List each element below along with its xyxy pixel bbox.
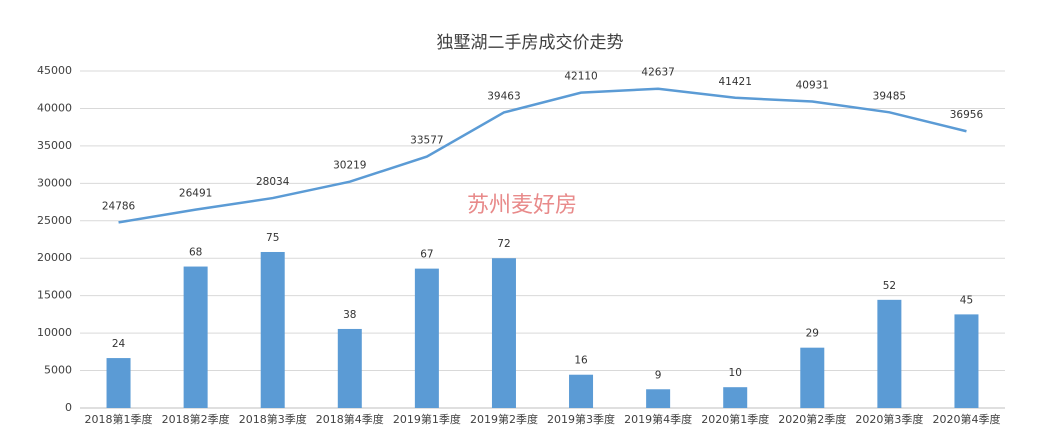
bar xyxy=(337,328,362,408)
bar xyxy=(106,358,131,408)
bar-value-label: 29 xyxy=(806,328,819,340)
x-tick-label: 2018第4季度 xyxy=(316,412,384,426)
x-tick-label: 2018第1季度 xyxy=(85,412,153,426)
y-tick-label: 20000 xyxy=(37,251,72,264)
x-tick-label: 2018第3季度 xyxy=(239,412,307,426)
bar xyxy=(800,347,825,408)
line-value-label: 36956 xyxy=(950,109,984,121)
bar-value-label: 9 xyxy=(655,369,662,381)
bar-value-label: 68 xyxy=(189,247,202,259)
line-value-label: 30219 xyxy=(333,160,366,172)
line-value-label: 39485 xyxy=(873,90,906,102)
bar-value-label: 16 xyxy=(574,355,588,367)
y-tick-label: 25000 xyxy=(37,214,72,227)
x-tick-label: 2020第1季度 xyxy=(701,412,769,426)
line-value-label: 33577 xyxy=(410,135,443,147)
bar xyxy=(569,374,594,408)
line-value-label: 28034 xyxy=(256,176,290,188)
line-value-label: 42637 xyxy=(641,67,674,79)
bar-value-label: 52 xyxy=(883,280,896,292)
y-tick-label: 10000 xyxy=(37,326,72,339)
bar xyxy=(877,299,902,408)
line-value-label: 41421 xyxy=(719,76,752,88)
chart-title: 独墅湖二手房成交价走势 xyxy=(437,33,624,53)
y-tick-label: 15000 xyxy=(37,289,72,302)
bar xyxy=(646,389,671,408)
x-tick-label: 2020第4季度 xyxy=(932,412,1000,426)
bar-value-label: 24 xyxy=(112,338,126,350)
x-tick-label: 2020第3季度 xyxy=(855,412,923,426)
line-value-label: 26491 xyxy=(179,188,212,200)
line-value-label: 24786 xyxy=(102,200,136,212)
x-tick-label: 2019第1季度 xyxy=(393,412,461,426)
y-tick-label: 30000 xyxy=(37,176,72,189)
line-value-label: 40931 xyxy=(796,79,829,91)
y-tick-label: 40000 xyxy=(37,101,72,114)
x-tick-label: 2019第4季度 xyxy=(624,412,692,426)
x-tick-label: 2019第3季度 xyxy=(547,412,615,426)
y-tick-label: 0 xyxy=(65,401,72,414)
bar-value-label: 67 xyxy=(420,249,433,261)
x-tick-label: 2020第2季度 xyxy=(778,412,846,426)
bar-value-label: 10 xyxy=(729,367,742,379)
bar xyxy=(414,268,439,408)
y-tick-label: 35000 xyxy=(37,139,72,152)
bar xyxy=(723,387,748,408)
bar xyxy=(491,258,516,408)
bar xyxy=(954,314,979,408)
watermark: 苏州麦好房 xyxy=(467,193,577,218)
x-tick-label: 2018第2季度 xyxy=(162,412,230,426)
bar-value-label: 75 xyxy=(266,232,279,244)
bar xyxy=(260,251,285,408)
x-tick-label: 2019第2季度 xyxy=(470,412,538,426)
bar-value-label: 38 xyxy=(343,309,356,321)
y-tick-label: 45000 xyxy=(37,64,72,77)
bar xyxy=(183,266,208,408)
y-tick-label: 5000 xyxy=(44,364,72,377)
line-value-label: 39463 xyxy=(487,90,520,102)
line-value-label: 42110 xyxy=(564,71,597,83)
bar-value-label: 72 xyxy=(497,238,510,250)
bar-value-label: 45 xyxy=(960,294,973,306)
line xyxy=(118,87,967,224)
